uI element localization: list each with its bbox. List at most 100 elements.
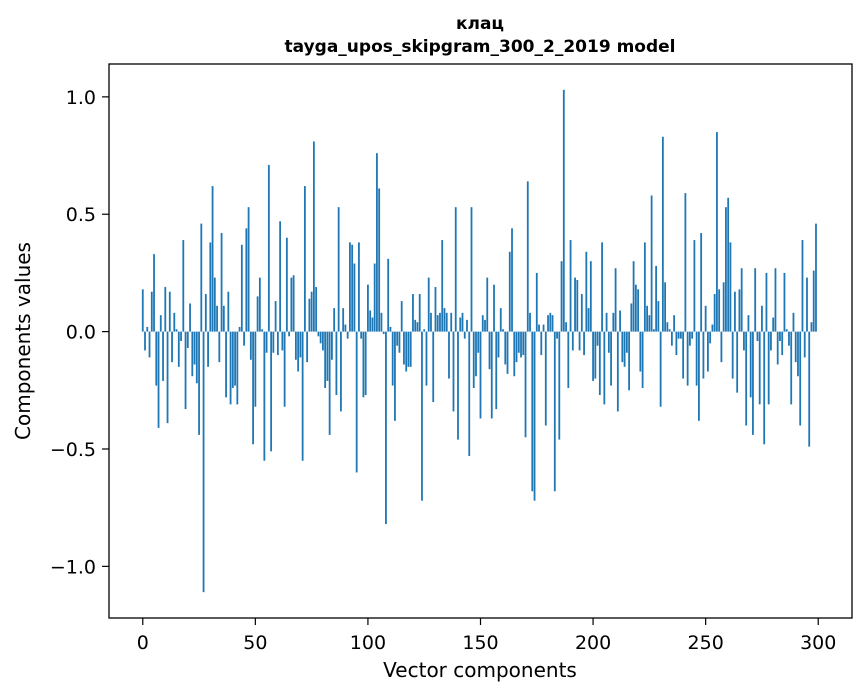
bar-209 [612, 312, 615, 332]
bar-214 [623, 331, 626, 367]
bar-243 [688, 331, 691, 346]
bar-23 [193, 331, 196, 365]
bar-157 [495, 331, 498, 410]
bar-54 [263, 331, 266, 461]
y-tick-label: 0.0 [66, 322, 96, 344]
bar-225 [648, 315, 651, 332]
bar-69 [297, 331, 300, 372]
bar-109 [387, 258, 390, 332]
bar-88 [340, 331, 342, 412]
bar-46 [245, 228, 248, 332]
bar-154 [488, 331, 491, 370]
bar-125 [423, 329, 426, 332]
bar-64 [285, 237, 288, 332]
bar-289 [792, 312, 795, 332]
bar-123 [418, 294, 421, 332]
bar-60 [276, 331, 279, 356]
bar-147 [472, 331, 475, 388]
bar-36 [222, 305, 225, 332]
bar-43 [238, 326, 241, 332]
bar-226 [650, 195, 653, 332]
bar-102 [371, 317, 374, 332]
bar-28 [204, 294, 207, 332]
bar-245 [693, 240, 696, 332]
bar-73 [306, 331, 309, 363]
bar-100 [367, 284, 369, 332]
bar-series [141, 89, 817, 593]
bar-222 [641, 331, 644, 388]
bar-96 [358, 242, 360, 332]
bar-93 [351, 244, 354, 332]
bar-124 [421, 331, 423, 501]
bar-237 [675, 331, 678, 356]
bar-256 [718, 289, 721, 332]
y-tick-label: −1.0 [50, 556, 96, 578]
bar-0 [141, 289, 144, 332]
bar-67 [292, 275, 295, 332]
bar-1 [144, 331, 146, 351]
bar-173 [531, 331, 534, 492]
bar-181 [549, 312, 552, 332]
bar-71 [301, 331, 304, 461]
bar-257 [720, 331, 723, 363]
bar-182 [551, 315, 554, 332]
bar-61 [279, 221, 282, 332]
bar-20 [186, 331, 189, 349]
bar-293 [801, 240, 804, 332]
bar-287 [788, 331, 790, 346]
chart-title: клац [456, 14, 504, 34]
bar-232 [664, 282, 667, 332]
bar-130 [434, 287, 437, 332]
bar-49 [252, 331, 254, 445]
bar-66 [290, 277, 293, 332]
bar-106 [380, 312, 383, 332]
bar-152 [484, 319, 486, 332]
bar-145 [468, 331, 471, 457]
y-tick-label: 0.5 [66, 204, 96, 226]
bar-169 [522, 331, 525, 356]
bar-213 [621, 331, 624, 363]
bar-198 [587, 308, 590, 332]
bar-188 [565, 322, 567, 332]
bar-172 [529, 312, 531, 332]
bar-200 [592, 331, 594, 381]
bar-153 [486, 277, 489, 332]
bar-33 [216, 305, 218, 332]
bar-11 [166, 331, 169, 424]
bar-78 [317, 331, 320, 337]
bar-132 [439, 312, 441, 332]
bar-52 [258, 277, 261, 332]
bar-283 [779, 331, 781, 341]
bar-230 [659, 331, 662, 407]
x-axis-ticks: 0 50 100 150 200 250 300 [137, 618, 836, 654]
bar-55 [265, 331, 268, 353]
bar-294 [803, 331, 806, 358]
bar-56 [267, 164, 270, 332]
bar-80 [321, 331, 324, 351]
bar-196 [583, 331, 585, 356]
bar-255 [716, 132, 718, 332]
bar-115 [400, 301, 403, 332]
bar-295 [806, 277, 808, 332]
bar-37 [225, 331, 227, 398]
bar-47 [247, 207, 250, 332]
bar-45 [243, 331, 245, 346]
bar-239 [679, 331, 682, 339]
bar-184 [556, 331, 558, 339]
bar-202 [596, 331, 599, 346]
chart-subtitle: tayga_upos_skipgram_300_2_2019 model [285, 37, 676, 57]
bar-203 [598, 331, 601, 395]
bar-85 [333, 308, 336, 332]
bar-241 [684, 193, 687, 332]
bar-137 [450, 312, 453, 332]
bar-234 [668, 329, 671, 332]
bar-134 [443, 308, 446, 332]
bar-264 [736, 331, 739, 393]
bar-267 [743, 331, 745, 351]
bar-82 [326, 331, 329, 381]
bar-7 [157, 331, 160, 428]
bar-262 [731, 331, 734, 379]
bar-208 [610, 331, 612, 386]
